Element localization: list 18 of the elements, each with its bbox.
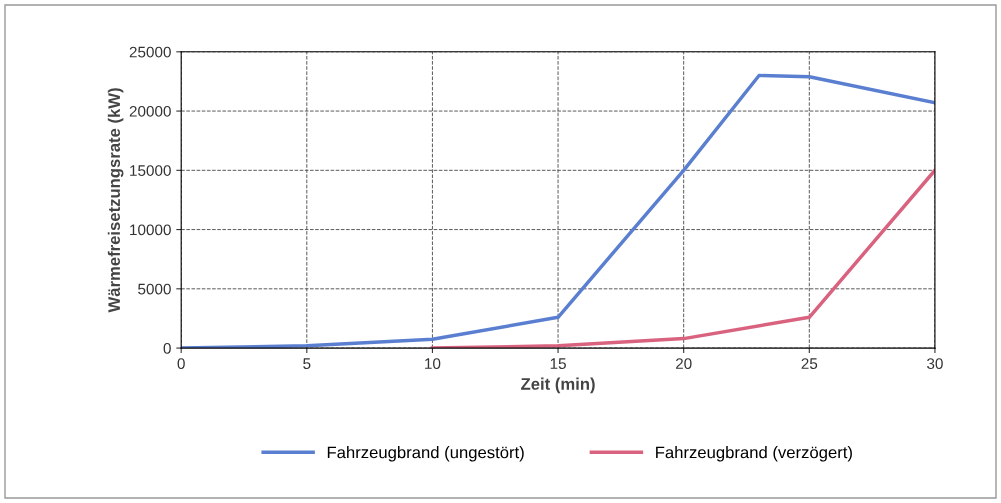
x-tick-label: 20 (675, 358, 692, 370)
y-tick-label: 20000 (129, 105, 171, 117)
y-axis-title: Wärmefreisetzungsrate (kW) (107, 88, 124, 313)
y-tick-label: 25000 (129, 46, 171, 58)
y-tick-label: 5000 (138, 283, 171, 295)
x-tick-label: 5 (303, 358, 311, 370)
line-series (430, 168, 935, 349)
legend-label: Fahrzeugbrand (ungestört) (327, 446, 524, 462)
x-tick-label: 15 (550, 358, 566, 370)
x-tick-label: 10 (425, 358, 441, 370)
y-tick-label: 10000 (130, 224, 171, 236)
x-tick-label: 30 (927, 358, 943, 370)
x-tick-label: 0 (177, 358, 185, 370)
x-axis-title: Zeit (min) (521, 377, 595, 394)
y-tick-label: 0 (163, 342, 171, 354)
y-tick-label: 15000 (130, 165, 171, 176)
legend-label: Fahrzeugbrand (verzögert) (656, 446, 852, 462)
x-tick-label: 25 (801, 358, 818, 370)
